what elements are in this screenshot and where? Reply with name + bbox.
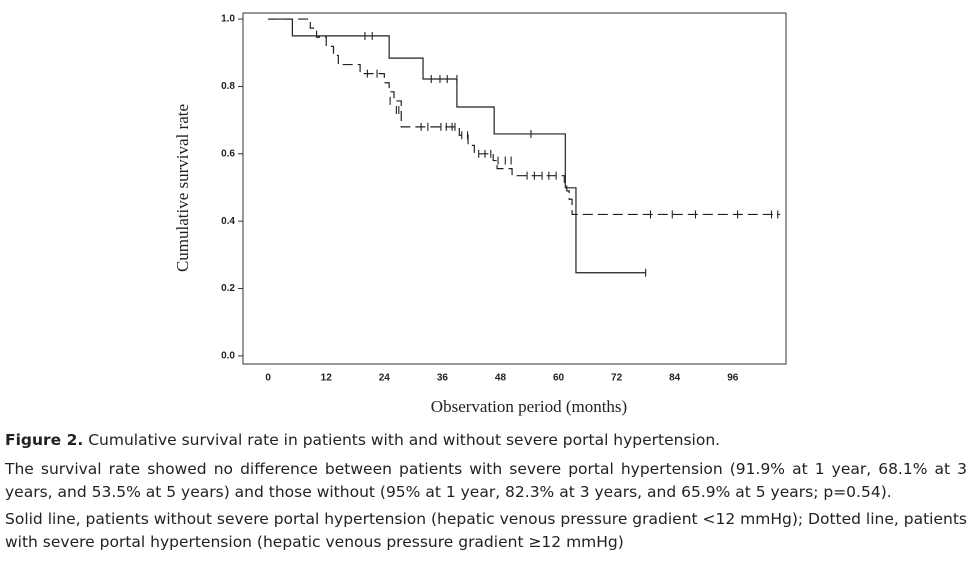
y-axis-label: Cumulative survival rate <box>173 104 192 272</box>
y-tick-label: 0.4 <box>221 216 235 227</box>
x-tick-label: 36 <box>437 373 449 384</box>
y-tick-label: 0.6 <box>221 148 235 159</box>
caption-label: Figure 2. <box>5 431 84 449</box>
y-tick-label: 1.0 <box>221 14 235 25</box>
x-tick-label: 24 <box>379 373 391 384</box>
plot-frame <box>242 12 787 365</box>
survival-line <box>268 18 646 274</box>
chart: Cumulative survival rate Observation per… <box>173 12 787 416</box>
x-tick-label: 60 <box>553 373 565 384</box>
x-tick-label: 84 <box>669 373 681 384</box>
survival-line <box>268 18 781 216</box>
caption-text: Cumulative survival rate in patients wit… <box>88 431 721 449</box>
caption-title: Figure 2. Cumulative survival rate in pa… <box>5 429 967 452</box>
x-tick-label: 96 <box>727 373 739 384</box>
y-tick-label: 0.0 <box>221 351 235 362</box>
x-tick-label: 0 <box>265 373 271 384</box>
caption-paragraph: Solid line, patients without severe port… <box>5 510 967 551</box>
y-tick-label: 0.8 <box>221 81 235 92</box>
x-tick-label: 48 <box>495 373 507 384</box>
y-tick-label: 0.2 <box>221 283 235 294</box>
caption-paragraph: The survival rate showed no difference b… <box>5 460 967 501</box>
x-axis-label: Observation period (months) <box>431 397 627 416</box>
x-tick-label: 72 <box>611 373 623 384</box>
x-tick-label: 12 <box>321 373 333 384</box>
